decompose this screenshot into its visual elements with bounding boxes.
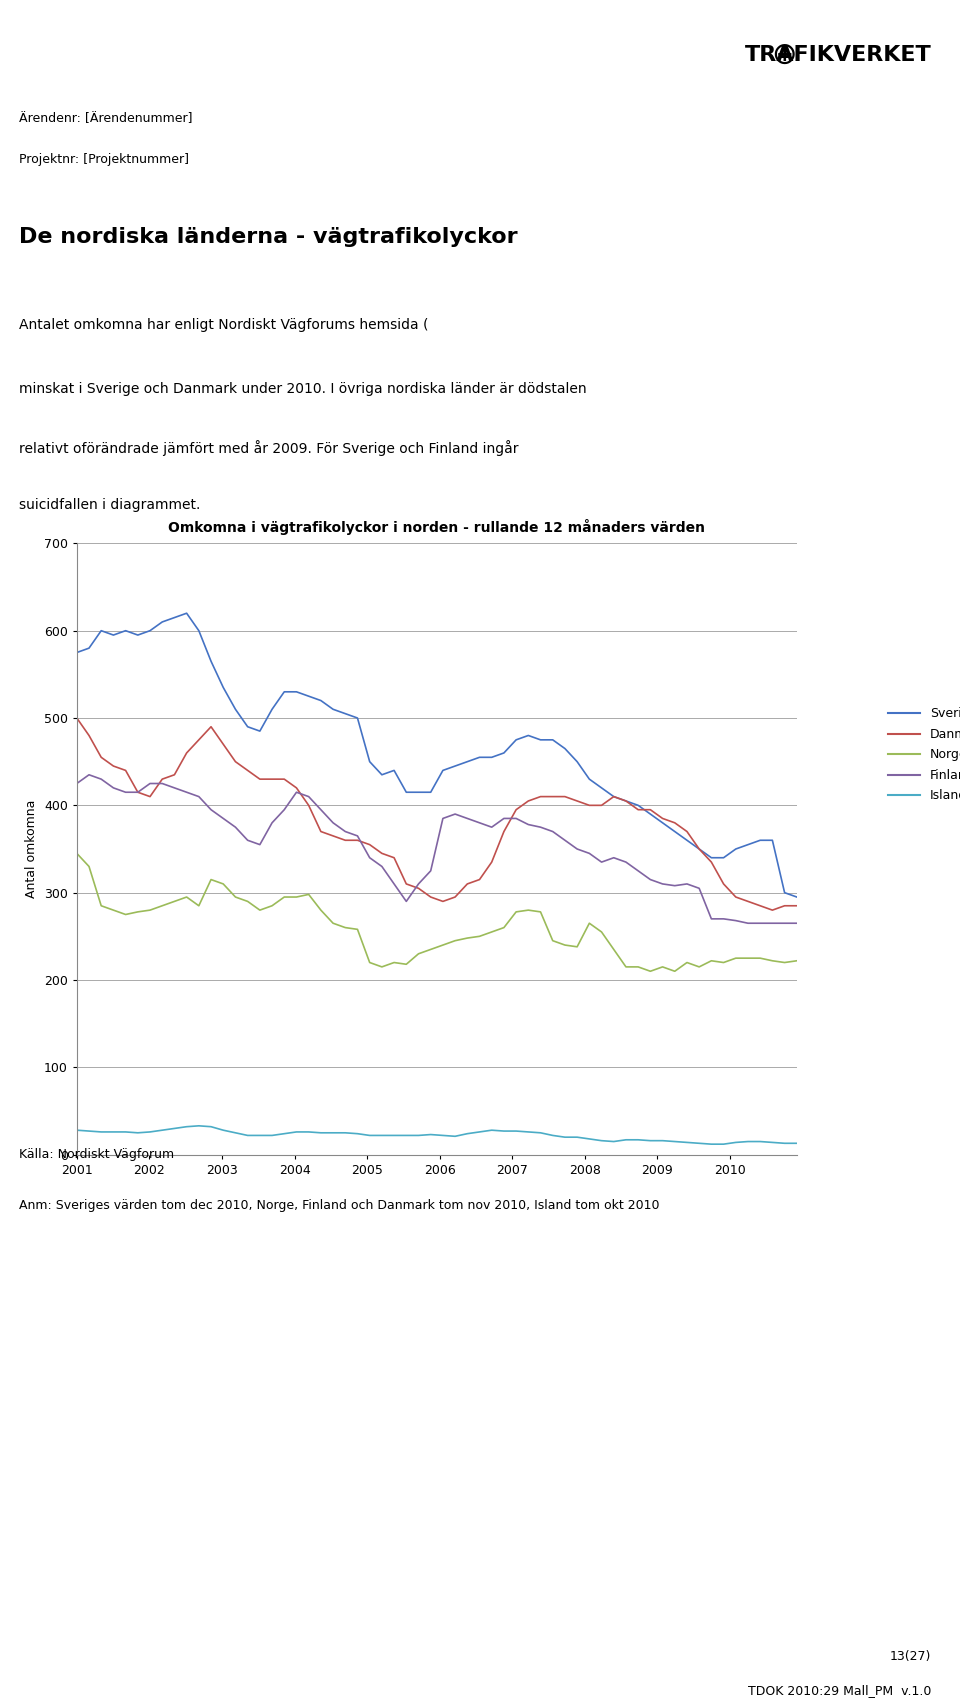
Text: Anm: Sveriges värden tom dec 2010, Norge, Finland och Danmark tom nov 2010, Isla: Anm: Sveriges värden tom dec 2010, Norge… xyxy=(19,1199,660,1212)
Sverige xyxy=(791,886,803,907)
Sverige xyxy=(180,603,192,623)
Sverige xyxy=(535,730,546,751)
Island xyxy=(315,1122,326,1143)
Text: TRAFIKVERKET: TRAFIKVERKET xyxy=(744,44,931,65)
Danmark xyxy=(791,895,803,915)
Text: Projektnr: [Projektnummer]: Projektnr: [Projektnummer] xyxy=(19,153,189,166)
Sverige xyxy=(266,700,277,720)
Danmark xyxy=(254,769,266,790)
Finland xyxy=(327,813,339,834)
Finland xyxy=(535,817,546,837)
Norge xyxy=(193,895,204,915)
Island xyxy=(71,1121,83,1141)
Island xyxy=(327,1122,339,1143)
Finland xyxy=(84,764,95,784)
Finland xyxy=(266,813,277,834)
Island xyxy=(535,1122,546,1143)
Finland xyxy=(791,914,803,934)
Norge xyxy=(71,844,83,864)
Finland xyxy=(742,914,754,934)
Line: Norge: Norge xyxy=(77,854,797,971)
Sverige xyxy=(205,650,217,671)
Island xyxy=(193,1116,204,1136)
Text: relativt oförändrade jämfört med år 2009. För Sverige och Finland ingår: relativt oförändrade jämfört med år 2009… xyxy=(19,440,518,457)
Norge xyxy=(315,900,326,920)
Island xyxy=(266,1126,277,1146)
Danmark xyxy=(315,822,326,842)
Text: minskat i Sverige och Danmark under 2010. I övriga nordiska länder är dödstalen: minskat i Sverige och Danmark under 2010… xyxy=(19,382,587,396)
Danmark xyxy=(71,708,83,728)
Sverige xyxy=(71,642,83,662)
Danmark xyxy=(193,730,204,751)
Sverige xyxy=(327,700,339,720)
Text: 13(27): 13(27) xyxy=(890,1650,931,1664)
Norge xyxy=(791,951,803,971)
Y-axis label: Antal omkomna: Antal omkomna xyxy=(25,800,38,898)
Text: Ärendenr: [Ärendenummer]: Ärendenr: [Ärendenummer] xyxy=(19,112,193,126)
Island xyxy=(706,1134,717,1155)
Title: Omkomna i vägtrafikolyckor i norden - rullande 12 månaders värden: Omkomna i vägtrafikolyckor i norden - ru… xyxy=(168,520,706,535)
Norge xyxy=(644,961,656,981)
Text: De nordiska länderna - vägtrafikolyckor: De nordiska länderna - vägtrafikolyckor xyxy=(19,228,517,248)
Island xyxy=(791,1133,803,1153)
Norge xyxy=(303,885,315,905)
Sverige xyxy=(291,681,302,701)
Norge xyxy=(278,886,290,907)
Danmark xyxy=(303,795,315,815)
Norge xyxy=(254,900,266,920)
Finland xyxy=(205,800,217,820)
Text: suicidfallen i diagrammet.: suicidfallen i diagrammet. xyxy=(19,498,201,513)
Island xyxy=(205,1117,217,1138)
Island xyxy=(291,1122,302,1143)
Danmark xyxy=(767,900,779,920)
Finland xyxy=(291,783,302,803)
Line: Finland: Finland xyxy=(77,774,797,924)
Line: Danmark: Danmark xyxy=(77,718,797,910)
Finland xyxy=(315,800,326,820)
Text: Källa: Nordiskt Vägforum: Källa: Nordiskt Vägforum xyxy=(19,1148,175,1161)
Sverige xyxy=(315,691,326,711)
Text: TDOK 2010:29 Mall_PM  v.1.0: TDOK 2010:29 Mall_PM v.1.0 xyxy=(748,1684,931,1698)
Danmark xyxy=(522,791,534,812)
Text: ⊕: ⊕ xyxy=(771,41,797,70)
Finland xyxy=(71,773,83,793)
Text: Antalet omkomna har enligt Nordiskt Vägforums hemsida (: Antalet omkomna har enligt Nordiskt Vägf… xyxy=(19,318,429,331)
Line: Sverige: Sverige xyxy=(77,613,797,897)
Norge xyxy=(522,900,534,920)
Legend: Sverige, Danmark, Norge, Finland, Island: Sverige, Danmark, Norge, Finland, Island xyxy=(883,703,960,808)
Danmark xyxy=(278,769,290,790)
Line: Island: Island xyxy=(77,1126,797,1144)
